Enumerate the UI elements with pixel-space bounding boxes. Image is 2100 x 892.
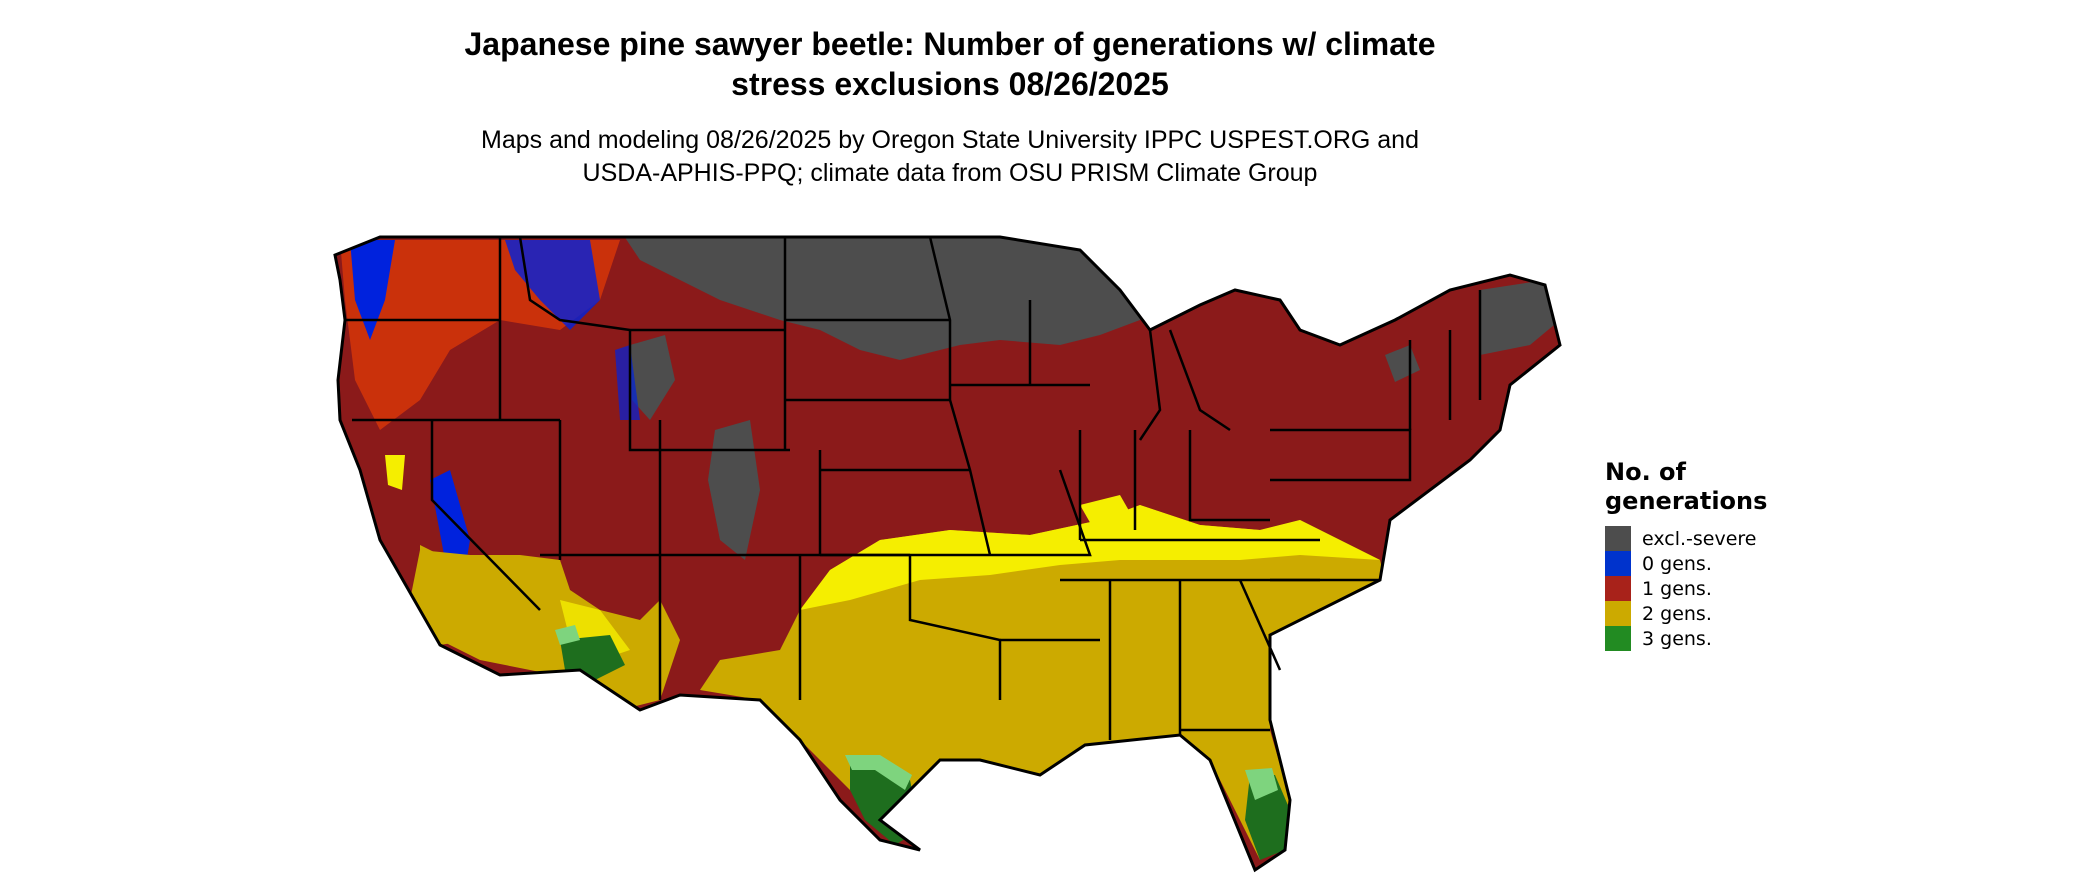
border-ok-tx bbox=[908, 555, 1002, 700]
legend-label-excl-severe: excl.-severe bbox=[1642, 527, 1757, 550]
zone-0-gen-idaho bbox=[505, 240, 600, 330]
border-mt-id bbox=[518, 236, 631, 332]
border-wy-ut bbox=[628, 330, 790, 452]
map-subtitle-line-2: USDA-APHIS-PPQ; climate data from OSU PR… bbox=[582, 159, 1318, 187]
border-mo-ar bbox=[990, 469, 1092, 557]
map-title-line-1: Japanese pine sawyer beetle: Number of g… bbox=[464, 26, 1436, 62]
us-outline bbox=[333, 235, 1562, 873]
zone-excluded-wyoming bbox=[630, 335, 675, 420]
border-pa-ny bbox=[1270, 428, 1412, 482]
zone-2-gen-yellow-ca bbox=[385, 455, 405, 490]
map-title: Japanese pine sawyer beetle: Number of g… bbox=[360, 24, 1540, 104]
border-ga-sc bbox=[1238, 579, 1282, 671]
legend-item-0-gens: 0 gens. bbox=[1605, 551, 1785, 576]
legend-swatch-1-gens bbox=[1605, 576, 1631, 601]
legend-title: No. of generations bbox=[1605, 458, 1768, 515]
legend-item-3-gens: 3 gens. bbox=[1605, 626, 1785, 651]
legend-item-2-gens: 2 gens. bbox=[1605, 601, 1785, 626]
zone-0-gen-wyoming bbox=[615, 345, 640, 420]
border-ca-nv bbox=[430, 420, 541, 611]
border-new-england bbox=[1408, 290, 1482, 430]
zone-3-gen-arizona-edge bbox=[555, 625, 580, 645]
zone-3-gen-florida-edge bbox=[1245, 768, 1278, 800]
map-title-line-2: stress exclusions 08/26/2025 bbox=[731, 66, 1169, 102]
zone-excluded-maine bbox=[1480, 280, 1560, 355]
border-il-in bbox=[1078, 430, 1137, 540]
map-subtitle: Maps and modeling 08/26/2025 by Oregon S… bbox=[360, 124, 1540, 190]
border-nd-mn bbox=[928, 236, 992, 556]
zone-excluded-colorado bbox=[708, 420, 760, 560]
zone-excluded-north bbox=[620, 237, 1140, 360]
border-ms-al bbox=[1108, 580, 1182, 740]
legend-swatch-excl-severe bbox=[1605, 526, 1631, 551]
zone-2-gen-transition bbox=[800, 505, 1380, 610]
legend-label-2-gens: 2 gens. bbox=[1642, 602, 1712, 625]
legend-swatch-0-gens bbox=[1605, 551, 1631, 576]
border-oh bbox=[1188, 430, 1270, 522]
zone-3-gen-texas-edge bbox=[845, 755, 912, 790]
zone-2-gen-california bbox=[420, 545, 470, 645]
zone-2-gen-yellow-mid bbox=[1080, 495, 1140, 540]
legend-item-1-gens: 1 gens. bbox=[1605, 576, 1785, 601]
zone-0-gen-cascades bbox=[350, 240, 395, 340]
legend: No. of generations excl.-severe 0 gens. … bbox=[1605, 458, 1785, 651]
state-borders bbox=[345, 236, 1482, 740]
legend-label-1-gens: 1 gens. bbox=[1642, 577, 1712, 600]
legend-label-3-gens: 3 gens. bbox=[1642, 627, 1712, 650]
map-subtitle-line-1: Maps and modeling 08/26/2025 by Oregon S… bbox=[481, 126, 1419, 154]
legend-item-excl-severe: excl.-severe bbox=[1605, 526, 1785, 551]
zone-1-gen-az-highlands bbox=[560, 560, 660, 620]
legend-label-0-gens: 0 gens. bbox=[1642, 552, 1712, 575]
legend-items: excl.-severe 0 gens. 1 gens. 2 gens. 3 g… bbox=[1605, 526, 1785, 651]
border-great-lakes bbox=[1138, 329, 1231, 441]
legend-swatch-2-gens bbox=[1605, 601, 1631, 626]
legend-swatch-3-gens bbox=[1605, 626, 1631, 651]
